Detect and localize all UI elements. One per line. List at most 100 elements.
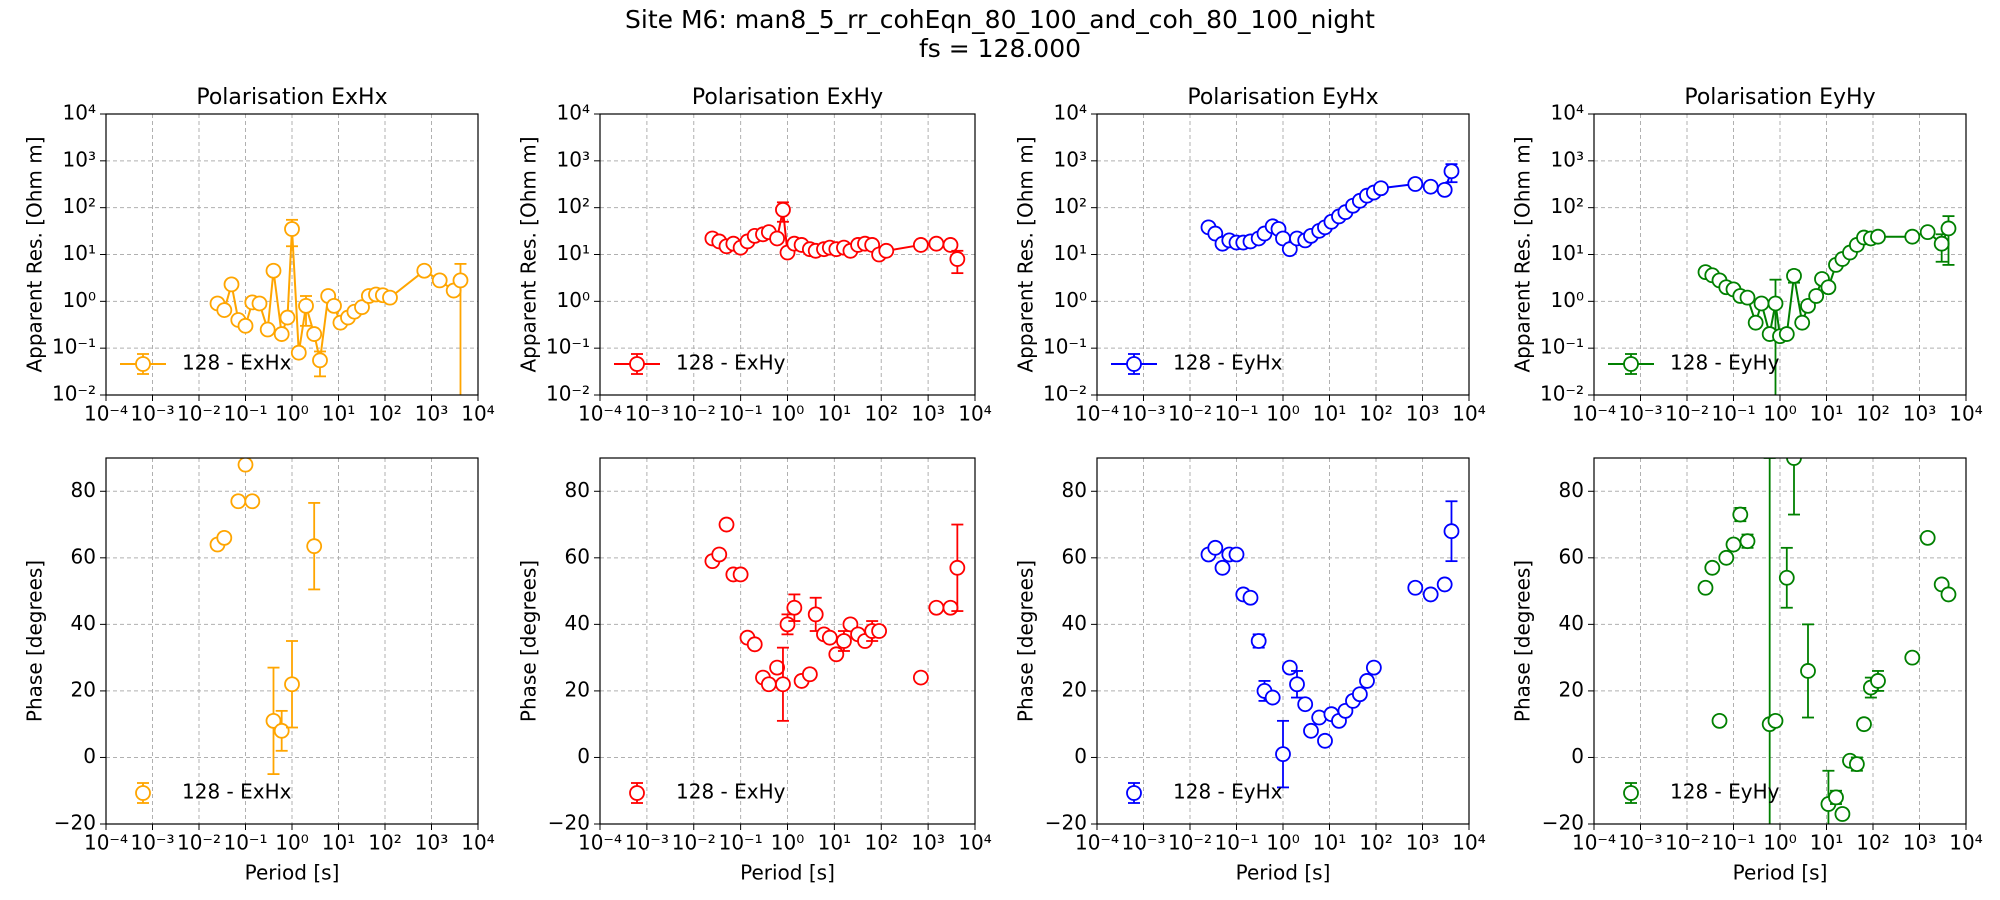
data-point bbox=[1242, 589, 1259, 606]
x-tick-label: 10² bbox=[1359, 831, 1392, 855]
y-tick-label: 10¹ bbox=[63, 241, 96, 265]
data-point bbox=[1725, 536, 1742, 553]
data-point bbox=[786, 599, 803, 616]
data-point bbox=[1422, 586, 1439, 603]
x-tick-label: 10⁻³ bbox=[1121, 402, 1165, 426]
data-point bbox=[1732, 506, 1749, 523]
legend-entry: 128 - EyHx bbox=[1126, 780, 1283, 804]
x-tick-label: 10³ bbox=[911, 831, 944, 855]
legend-entry: 128 - EyHy bbox=[1623, 780, 1780, 804]
x-tick-label: 10⁻⁴ bbox=[1572, 831, 1616, 855]
axes-frame bbox=[105, 113, 479, 396]
data-point bbox=[306, 538, 323, 555]
data-point bbox=[1289, 676, 1305, 693]
y-tick-label: 10⁴ bbox=[557, 101, 590, 125]
y-tick-label: −20 bbox=[1542, 811, 1584, 835]
x-tick-label: 10³ bbox=[415, 831, 448, 855]
data-point bbox=[279, 309, 296, 326]
subplot: 10⁻⁴ 10⁻³ 10⁻² 10⁻¹ 10⁰ 10¹ 10² 10³ 10⁴ −20 0 20 40 6… bbox=[517, 457, 992, 885]
y-tick-label: 10³ bbox=[557, 147, 590, 171]
subplot: 10⁻⁴ 10⁻³ 10⁻² 10⁻¹ 10⁰ 10¹ 10² 10³ 10⁴ −20 0 20 40 6… bbox=[1511, 457, 1983, 885]
data-point bbox=[1711, 712, 1728, 729]
y-tick-label: 10⁰ bbox=[557, 288, 590, 312]
data-point bbox=[807, 606, 824, 623]
y-tick-label: 10⁻² bbox=[52, 382, 96, 406]
data-point bbox=[1250, 633, 1267, 649]
data-point bbox=[1351, 686, 1368, 703]
data-point bbox=[1739, 289, 1756, 306]
data-point bbox=[821, 629, 838, 646]
y-tick-label: 20 bbox=[565, 677, 590, 701]
x-tick-label: 10⁰ bbox=[275, 831, 308, 855]
y-tick-label: 10² bbox=[63, 194, 96, 218]
data-point bbox=[1207, 539, 1224, 556]
subplot: 10⁻⁴ 10⁻³ 10⁻² 10⁻¹ 10⁰ 10¹ 10² 10³ 10⁴10⁻²10⁻¹1… bbox=[23, 85, 495, 426]
x-tick-label: 10⁰ bbox=[1266, 831, 1299, 855]
data-point bbox=[431, 272, 448, 289]
axes-frame bbox=[599, 457, 976, 825]
y-tick-label: 80 bbox=[565, 478, 590, 502]
y-tick-label: −20 bbox=[1045, 811, 1087, 835]
y-axis-label: Apparent Res. [Ohm m] bbox=[23, 136, 47, 372]
y-tick-label: 20 bbox=[1559, 677, 1584, 701]
x-tick-label: 10⁻⁴ bbox=[1075, 831, 1119, 855]
subplot-title: Polarisation ExHy bbox=[692, 85, 883, 110]
data-point bbox=[1281, 241, 1298, 258]
legend-entry: 128 - ExHy bbox=[614, 351, 786, 375]
data-point bbox=[1264, 689, 1281, 706]
y-tick-label: 10⁴ bbox=[1551, 101, 1584, 125]
data-point bbox=[244, 493, 261, 510]
y-tick-label: 0 bbox=[1571, 744, 1584, 768]
axes-frame bbox=[1593, 113, 1967, 396]
data-point bbox=[1228, 546, 1245, 563]
data-point bbox=[1856, 716, 1872, 733]
x-tick-label: 10⁻² bbox=[1168, 402, 1212, 426]
x-tick-label: 10⁻¹ bbox=[223, 402, 267, 426]
data-point bbox=[779, 616, 796, 633]
data-point bbox=[1800, 297, 1816, 314]
legend-entry: 128 - ExHy bbox=[629, 780, 786, 804]
x-tick-label: 10⁻³ bbox=[625, 402, 669, 426]
data-point bbox=[1870, 673, 1886, 689]
x-tick-label: 10⁻⁴ bbox=[578, 831, 622, 855]
x-tick-label: 10¹ bbox=[322, 831, 355, 855]
x-tick-label: 10⁰ bbox=[771, 831, 804, 855]
axes-frame bbox=[1593, 457, 1967, 825]
legend-label: 128 - EyHx bbox=[1173, 780, 1283, 804]
y-tick-label: 10² bbox=[557, 194, 590, 218]
subplot: 10⁻⁴ 10⁻³ 10⁻² 10⁻¹ 10⁰ 10¹ 10² 10³ 10⁴ −20 0 20 40 6… bbox=[23, 457, 495, 885]
x-tick-label: 10⁻¹ bbox=[1214, 402, 1258, 426]
x-tick-label: 10⁰ bbox=[1763, 402, 1796, 426]
axes-frame bbox=[105, 457, 479, 825]
y-tick-label: 0 bbox=[83, 744, 96, 768]
data-point bbox=[1828, 789, 1844, 806]
x-tick-label: 10¹ bbox=[1313, 402, 1346, 426]
data-point bbox=[284, 676, 300, 693]
legend-marker bbox=[1126, 785, 1142, 801]
x-tick-label: 10⁴ bbox=[958, 402, 991, 426]
legend-label: 128 - ExHy bbox=[676, 351, 786, 375]
x-tick-label: 10⁻¹ bbox=[719, 402, 763, 426]
data-point bbox=[452, 272, 469, 289]
x-tick-label: 10² bbox=[865, 402, 898, 426]
y-tick-label: 10⁻¹ bbox=[1043, 335, 1087, 359]
y-tick-label: 10² bbox=[1054, 194, 1087, 218]
y-axis-label: Phase [degrees] bbox=[1014, 560, 1038, 722]
subplot: 10⁻⁴ 10⁻³ 10⁻² 10⁻¹ 10⁰ 10¹ 10² 10³ 10⁴10⁻²10⁻¹1… bbox=[1511, 85, 1983, 426]
x-tick-label: 10⁻¹ bbox=[1711, 831, 1755, 855]
data-point bbox=[942, 599, 959, 616]
x-tick-label: 10⁻² bbox=[177, 402, 221, 426]
data-point bbox=[1786, 458, 1802, 466]
x-axis-label: Period [s] bbox=[1733, 861, 1828, 885]
y-tick-label: 10⁻² bbox=[1540, 382, 1584, 406]
legend-marker bbox=[629, 785, 645, 801]
x-tick-label: 10⁰ bbox=[771, 402, 804, 426]
legend-label: 128 - EyHx bbox=[1173, 351, 1283, 375]
data-point bbox=[1407, 176, 1424, 192]
data-point bbox=[836, 633, 852, 649]
y-tick-label: 10⁻² bbox=[546, 382, 590, 406]
x-tick-label: 10³ bbox=[1406, 831, 1439, 855]
y-tick-label: 10⁻¹ bbox=[52, 335, 96, 359]
data-point bbox=[1303, 722, 1319, 739]
x-tick-label: 10⁴ bbox=[461, 831, 494, 855]
